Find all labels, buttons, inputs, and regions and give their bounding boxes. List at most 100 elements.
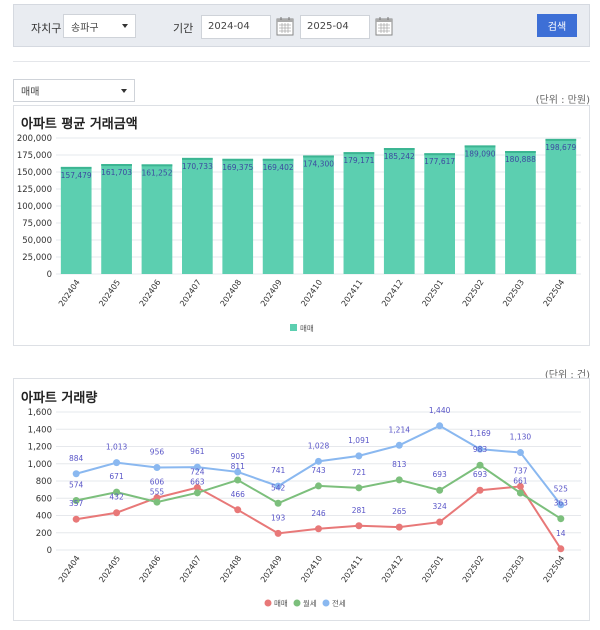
x-tick-label: 202503	[501, 554, 526, 584]
bar-value-label: 169,402	[263, 163, 294, 172]
bar-top	[545, 138, 577, 141]
legend-label: 매매	[300, 324, 314, 333]
bar-top	[505, 150, 536, 153]
bar	[222, 158, 254, 274]
data-label: 265	[392, 507, 407, 516]
bar	[545, 138, 577, 274]
bar-value-label: 198,679	[545, 143, 576, 152]
legend-label: 월세	[303, 598, 317, 608]
bar	[303, 155, 334, 274]
data-label: 14	[556, 529, 566, 538]
data-label: 363	[554, 499, 569, 508]
bar-value-label: 189,090	[465, 149, 496, 158]
data-label: 956	[150, 448, 165, 457]
data-label: 1,028	[308, 441, 330, 450]
bar-value-label: 180,888	[505, 155, 536, 164]
data-point	[153, 498, 161, 506]
x-tick-label: 202409	[259, 278, 284, 308]
y-tick-label: 1,400	[28, 425, 52, 435]
end-date-input[interactable]: 2025-04	[300, 15, 370, 39]
bar-value-label: 161,703	[101, 168, 132, 177]
y-tick-label: 200	[36, 529, 52, 539]
search-button[interactable]: 검색	[537, 14, 577, 37]
legend-marker	[293, 599, 301, 607]
legend-swatch	[290, 324, 297, 331]
bar-top	[343, 152, 375, 155]
y-tick-label: 0	[47, 270, 52, 280]
data-point	[516, 482, 524, 490]
y-tick-label: 150,000	[17, 168, 52, 178]
data-label: 961	[190, 447, 205, 456]
district-label: 자치구	[31, 22, 62, 35]
bar	[505, 150, 536, 274]
data-point	[436, 486, 444, 494]
x-tick-label: 202406	[138, 278, 163, 308]
calendar-icon[interactable]	[375, 16, 393, 36]
calendar-icon[interactable]	[276, 16, 294, 36]
x-tick-label: 202410	[299, 278, 324, 308]
y-tick-label: 200,000	[17, 134, 52, 144]
data-point	[113, 509, 121, 517]
data-label: 574	[69, 480, 84, 489]
bar	[101, 164, 132, 274]
bar-value-label: 185,242	[384, 152, 415, 161]
data-label: 1,013	[106, 443, 128, 452]
bar-value-label: 170,733	[182, 162, 213, 171]
start-date-input[interactable]: 2024-04	[201, 15, 271, 39]
data-label: 724	[190, 468, 205, 477]
data-point	[355, 522, 363, 530]
data-point	[234, 468, 242, 476]
bar-value-label: 179,171	[343, 156, 374, 165]
data-label: 466	[231, 490, 246, 499]
x-tick-label: 202412	[380, 554, 405, 584]
data-label: 884	[69, 454, 84, 463]
type-select[interactable]: 매매	[13, 79, 135, 102]
data-label: 743	[311, 466, 326, 475]
data-label: 324	[432, 502, 447, 511]
data-point	[72, 496, 80, 504]
legend-label: 매매	[274, 599, 288, 608]
y-tick-label: 1,600	[28, 408, 52, 418]
y-tick-label: 100,000	[17, 202, 52, 212]
x-tick-label: 202409	[259, 554, 284, 584]
price-chart-card: 아파트 평균 거래금액 0 25,000 50,000 75,000 100,000 12…	[13, 105, 590, 346]
bar	[262, 158, 294, 274]
y-tick-label: 1,200	[28, 443, 52, 453]
data-point	[113, 488, 121, 496]
data-point	[113, 459, 121, 467]
data-point	[274, 499, 282, 507]
data-label: 813	[392, 460, 407, 469]
x-tick-label: 202504	[542, 278, 567, 308]
data-point	[153, 464, 161, 472]
data-label: 525	[554, 485, 569, 494]
district-select[interactable]: 송파구	[63, 14, 136, 38]
bar	[464, 145, 496, 274]
y-tick-label: 400	[36, 512, 52, 522]
bar-top	[464, 145, 496, 148]
data-point	[193, 489, 201, 497]
chevron-down-icon	[122, 24, 128, 28]
chart-title: 아파트 거래량	[21, 391, 98, 406]
data-point	[557, 501, 565, 509]
data-label: 671	[109, 472, 124, 481]
bar	[424, 153, 455, 274]
y-tick-label: 75,000	[22, 219, 52, 229]
x-tick-label: 202501	[420, 554, 445, 584]
data-label: 1,130	[510, 433, 532, 442]
x-tick-label: 202408	[218, 278, 243, 308]
data-label: 542	[271, 483, 286, 492]
data-point	[193, 463, 201, 471]
data-point	[395, 523, 403, 531]
data-label: 661	[513, 476, 528, 485]
data-label: 737	[513, 466, 528, 475]
x-tick-label: 202406	[138, 554, 163, 584]
x-tick-label: 202503	[501, 278, 526, 308]
bar-top	[141, 164, 173, 167]
data-point	[355, 452, 363, 460]
bar	[383, 148, 415, 274]
x-tick-label: 202502	[461, 278, 486, 308]
bar-top	[182, 157, 213, 160]
x-tick-label: 202411	[340, 554, 365, 584]
data-label: 741	[271, 466, 286, 475]
data-point	[315, 525, 322, 533]
